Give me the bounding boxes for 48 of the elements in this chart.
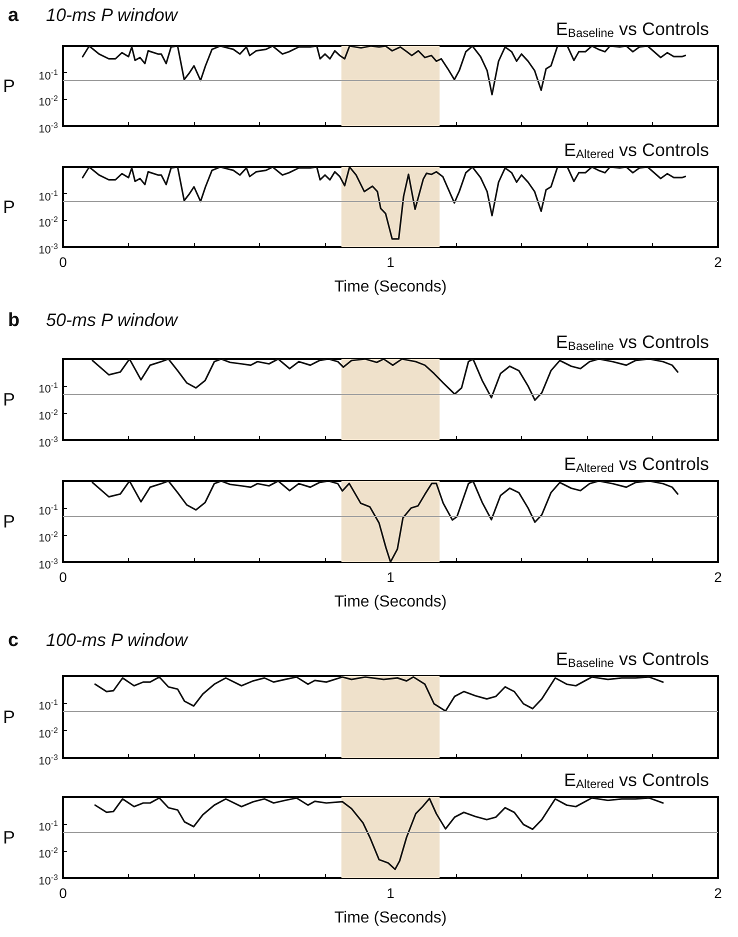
y-tick-label: 10$^{-2}$ (38, 724, 58, 742)
y-tick-label: 10$^{-2}$ (38, 407, 58, 425)
x-axis-title: Time (Seconds) (334, 910, 447, 926)
x-tick-label: 1 (386, 885, 395, 901)
y-tick-label: 10$^{-1}$ (38, 697, 58, 715)
text: 10-ms P window (46, 5, 178, 25)
x-tick-label: 0 (59, 885, 68, 901)
text: 100-ms P window (46, 630, 188, 650)
line-series (92, 358, 679, 401)
y-tick-label: 10$^{-3}$ (38, 434, 58, 452)
text: 50-ms P window (46, 310, 178, 330)
y-tick-label: 10$^{-2}$ (38, 529, 58, 547)
x-axis-title: Time (Seconds) (334, 278, 447, 296)
x-tick-label: 2 (714, 254, 722, 270)
x-tick-label: 1 (386, 254, 395, 270)
line-series (82, 45, 686, 96)
y-tick-label: 10$^{-3}$ (38, 872, 58, 890)
y-tick-label: 10$^{-2}$ (38, 93, 58, 111)
y-tick-label: 10$^{-3}$ (38, 556, 58, 574)
x-axis-title: Time (Seconds) (334, 594, 447, 610)
text: a (8, 5, 19, 26)
y-tick-label: 10$^{-1}$ (38, 188, 58, 206)
y-tick-label: 10$^{-3}$ (38, 241, 58, 259)
x-tick-label: 2 (714, 569, 722, 585)
y-axis-title: P (2, 828, 16, 848)
y-axis-title: P (2, 390, 16, 410)
x-tick-label: 0 (59, 569, 68, 585)
y-tick-label: 10$^{-2}$ (38, 214, 58, 232)
line-series (82, 166, 686, 240)
line-series (92, 480, 679, 563)
y-axis-title: P (2, 512, 16, 532)
line-series (94, 797, 664, 870)
y-axis-title: P (2, 76, 16, 96)
y-axis-title: P (2, 197, 16, 217)
y-tick-label: 10$^{-3}$ (38, 752, 58, 770)
x-tick-label: 2 (714, 885, 722, 901)
x-tick-label: 1 (386, 569, 395, 585)
y-tick-label: 10$^{-1}$ (38, 502, 58, 520)
y-tick-label: 10$^{-2}$ (38, 845, 58, 863)
text: c (8, 630, 19, 651)
y-tick-label: 10$^{-1}$ (38, 380, 58, 398)
y-tick-label: 10$^{-1}$ (38, 66, 58, 84)
line-series (94, 676, 664, 712)
text: b (8, 310, 20, 331)
x-tick-label: 0 (59, 254, 68, 270)
y-tick-label: 10$^{-3}$ (38, 120, 58, 138)
y-axis-title: P (2, 707, 16, 727)
y-tick-label: 10$^{-1}$ (38, 818, 58, 836)
